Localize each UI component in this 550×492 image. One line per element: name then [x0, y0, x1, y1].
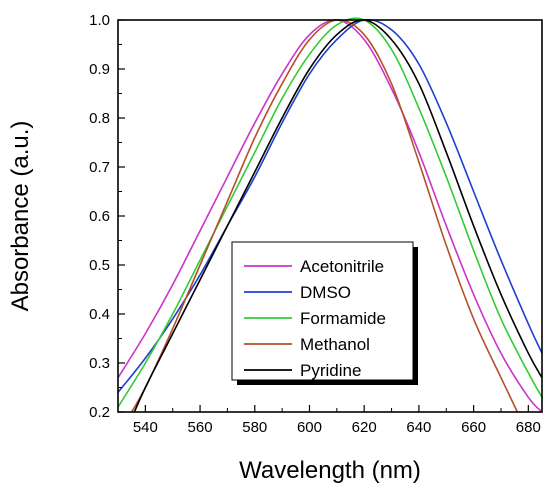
x-axis: 540 560 580 600 620 640 660 680 — [117, 405, 541, 436]
y-tick-label: 0.9 — [89, 61, 110, 78]
x-tick-label: 640 — [406, 419, 431, 436]
y-tick-label: 0.7 — [89, 159, 110, 176]
y-tick-label: 1.0 — [89, 12, 110, 29]
legend-label-formamide: Formamide — [300, 309, 386, 328]
series-line-dmso — [117, 18, 543, 393]
x-tick-label: 620 — [352, 419, 377, 436]
x-tick-label: 540 — [133, 419, 158, 436]
y-axis-title: Absorbance (a.u.) — [7, 121, 34, 312]
y-axis: 0.2 0.3 0.4 0.5 0.6 0.7 0.8 0.9 1.0 — [89, 12, 125, 421]
series-line-pyridine — [133, 19, 543, 413]
legend: Acetonitrile DMSO Formamide Methanol Pyridin… — [231, 241, 418, 385]
x-tick-label: 580 — [242, 419, 267, 436]
legend-label-dmso: DMSO — [300, 283, 351, 302]
x-tick-label: 660 — [461, 419, 486, 436]
y-tick-label: 0.5 — [89, 257, 110, 274]
x-axis-title: Wavelength (nm) — [239, 457, 421, 484]
x-tick-label: 560 — [188, 419, 213, 436]
y-tick-label: 0.4 — [89, 306, 110, 323]
x-tick-label: 680 — [516, 419, 541, 436]
series-line-formamide — [117, 17, 543, 408]
x-tick-label: 600 — [297, 419, 322, 436]
series-line-methanol — [131, 19, 519, 413]
legend-label-methanol: Methanol — [300, 335, 370, 354]
legend-label-acetonitrile: Acetonitrile — [300, 257, 384, 276]
y-tick-label: 0.2 — [89, 404, 110, 421]
y-tick-label: 0.6 — [89, 208, 110, 225]
y-tick-label: 0.3 — [89, 355, 110, 372]
y-tick-label: 0.8 — [89, 110, 110, 127]
legend-box — [231, 241, 414, 381]
series-lines — [117, 17, 543, 413]
legend-label-pyridine: Pyridine — [300, 361, 361, 380]
